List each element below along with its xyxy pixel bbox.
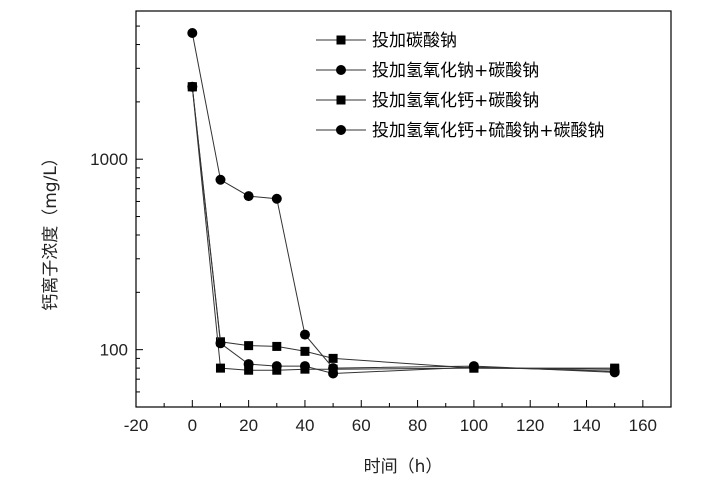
x-tick-label: 140 — [572, 416, 600, 435]
y-tick-label: 1000 — [90, 150, 128, 169]
data-point — [215, 363, 225, 373]
data-point — [328, 368, 339, 379]
series-4 — [187, 81, 620, 379]
data-point — [300, 346, 310, 356]
legend-marker — [336, 35, 346, 45]
x-tick-label: 80 — [408, 416, 427, 435]
x-tick-label: 40 — [295, 416, 314, 435]
data-point — [187, 81, 198, 92]
data-point — [299, 329, 310, 340]
legend-item-3: 投加氢氧化钙+碳酸钠 — [316, 91, 539, 111]
legend-item-1: 投加碳酸钠 — [316, 31, 457, 51]
x-tick-label: -20 — [124, 416, 149, 435]
x-axis-label: 时间（h） — [364, 457, 443, 477]
x-tick-label: 100 — [460, 416, 488, 435]
legend-label: 投加氢氧化钙+碳酸钠 — [372, 91, 539, 111]
data-point — [272, 341, 282, 351]
data-point — [244, 365, 254, 375]
x-tick-label: 60 — [352, 416, 371, 435]
legend-marker — [336, 125, 346, 135]
data-point — [243, 191, 254, 202]
legend-label: 投加氢氧化钠+碳酸钠 — [372, 61, 539, 81]
data-point — [328, 353, 338, 363]
data-point — [271, 193, 282, 204]
legend-marker — [336, 95, 346, 105]
data-point — [187, 27, 198, 38]
series-layer — [187, 27, 620, 379]
data-point — [215, 174, 226, 185]
data-point — [609, 366, 620, 377]
series-line — [191, 32, 615, 373]
x-tick-label: 0 — [188, 416, 197, 435]
legend-label: 投加碳酸钠 — [372, 31, 457, 51]
data-point — [215, 338, 226, 349]
plot-frame — [135, 10, 672, 408]
data-point — [468, 362, 479, 373]
axis-ticks: -20 0 20 40 60 80 100 120 140 160 100 1000 — [90, 25, 657, 435]
legend-label: 投加氢氧化钙+硫酸钠+碳酸钠 — [372, 121, 605, 141]
x-tick-label: 20 — [239, 416, 258, 435]
y-tick-label: 100 — [100, 341, 128, 360]
series-line — [191, 86, 615, 375]
x-tick-label: 120 — [516, 416, 544, 435]
y-axis-label: 钙离子浓度（mg/L） — [41, 149, 61, 311]
legend-item-2: 投加氢氧化钠+碳酸钠 — [316, 61, 539, 81]
data-point — [271, 361, 282, 372]
x-tick-label: 160 — [629, 416, 657, 435]
data-point — [299, 361, 310, 372]
data-point — [243, 359, 254, 370]
data-point — [244, 341, 254, 351]
legend-marker — [336, 65, 346, 75]
legend-item-4: 投加氢氧化钙+硫酸钠+碳酸钠 — [316, 121, 605, 141]
